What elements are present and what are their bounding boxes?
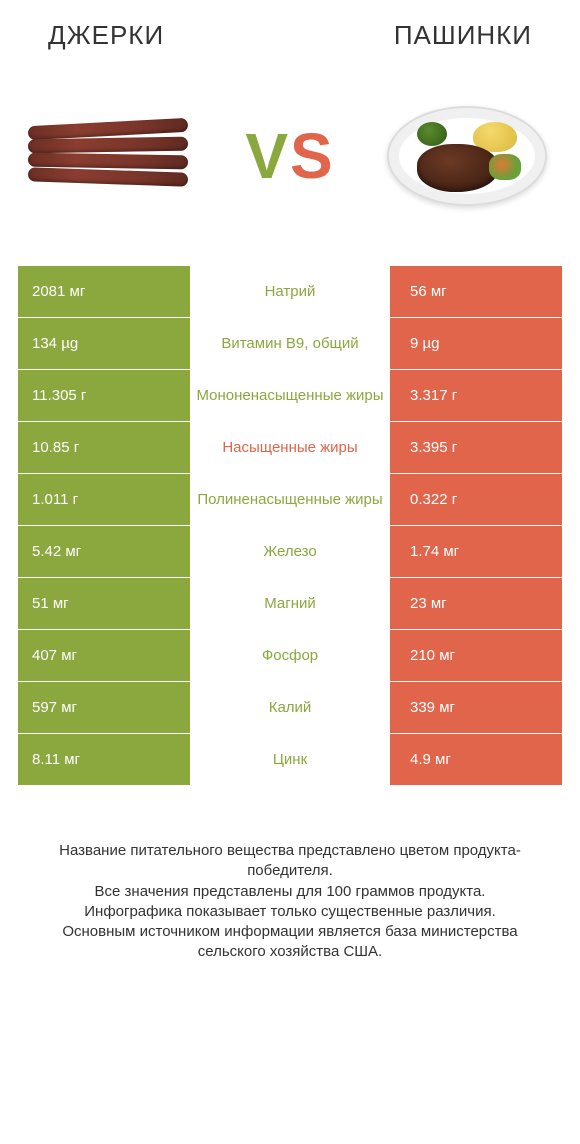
cell-nutrient-label: Цинк [190,734,390,785]
cell-nutrient-label: Калий [190,682,390,733]
footer-line: Инфографика показывает только существенн… [28,902,552,922]
cell-left-value: 11.305 г [18,370,190,421]
cell-left-value: 134 µg [18,318,190,369]
vs-s: S [290,120,335,192]
footer-line: Основным источником информации является … [28,922,552,963]
table-row: 597 мгКалий339 мг [18,682,562,734]
cell-right-value: 210 мг [390,630,562,681]
cell-left-value: 407 мг [18,630,190,681]
cell-right-value: 1.74 мг [390,526,562,577]
table-row: 11.305 гМононенасыщенные жиры3.317 г [18,370,562,422]
table-row: 2081 мгНатрий56 мг [18,266,562,318]
cell-nutrient-label: Магний [190,578,390,629]
titles-row: ДЖЕРКИ ПАШИНКИ [18,20,562,51]
cell-right-value: 56 мг [390,266,562,317]
infographic-container: ДЖЕРКИ ПАШИНКИ VS 2081 мгНатрий56 мг134 … [0,0,580,993]
cell-left-value: 2081 мг [18,266,190,317]
vs-row: VS [18,101,562,211]
title-left: ДЖЕРКИ [48,20,164,51]
cell-nutrient-label: Натрий [190,266,390,317]
cell-left-value: 8.11 мг [18,734,190,785]
cell-nutrient-label: Насыщенные жиры [190,422,390,473]
cell-right-value: 339 мг [390,682,562,733]
comparison-table: 2081 мгНатрий56 мг134 µgВитамин B9, общи… [18,266,562,786]
footer-line: Все значения представлены для 100 граммо… [28,882,552,902]
table-row: 51 мгМагний23 мг [18,578,562,630]
table-row: 134 µgВитамин B9, общий9 µg [18,318,562,370]
cell-left-value: 1.011 г [18,474,190,525]
footer-note: Название питательного вещества представл… [18,841,562,963]
cell-nutrient-label: Железо [190,526,390,577]
cell-right-value: 4.9 мг [390,734,562,785]
table-row: 10.85 гНасыщенные жиры3.395 г [18,422,562,474]
cell-right-value: 3.395 г [390,422,562,473]
table-row: 407 мгФосфор210 мг [18,630,562,682]
food-image-left [28,101,198,211]
cell-nutrient-label: Мононенасыщенные жиры [190,370,390,421]
title-right: ПАШИНКИ [394,20,532,51]
table-row: 8.11 мгЦинк4.9 мг [18,734,562,786]
cell-nutrient-label: Витамин B9, общий [190,318,390,369]
table-row: 1.011 гПолиненасыщенные жиры0.322 г [18,474,562,526]
vs-label: VS [245,119,334,193]
steak-plate-icon [387,106,547,206]
cell-nutrient-label: Фосфор [190,630,390,681]
table-row: 5.42 мгЖелезо1.74 мг [18,526,562,578]
cell-left-value: 10.85 г [18,422,190,473]
jerky-icon [28,116,198,196]
cell-left-value: 5.42 мг [18,526,190,577]
cell-right-value: 3.317 г [390,370,562,421]
cell-nutrient-label: Полиненасыщенные жиры [190,474,390,525]
cell-right-value: 9 µg [390,318,562,369]
cell-right-value: 0.322 г [390,474,562,525]
footer-line: Название питательного вещества представл… [28,841,552,882]
vs-v: V [245,120,290,192]
food-image-right [382,101,552,211]
cell-right-value: 23 мг [390,578,562,629]
cell-left-value: 597 мг [18,682,190,733]
cell-left-value: 51 мг [18,578,190,629]
